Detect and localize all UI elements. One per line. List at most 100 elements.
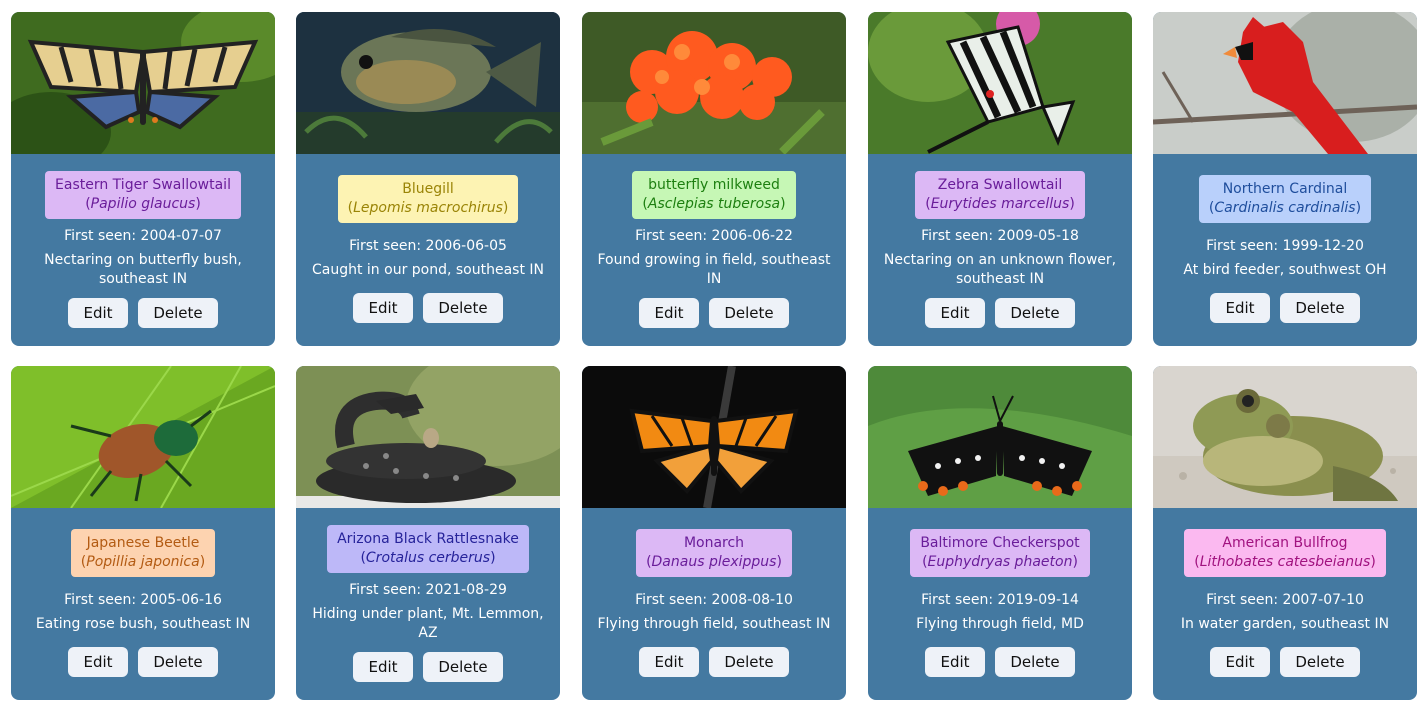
first-seen-label: First seen:: [635, 591, 712, 608]
edit-button[interactable]: Edit: [925, 297, 985, 328]
card-body: Baltimore Checkerspot (Euphydryas phaeto…: [868, 508, 1132, 700]
first-seen: First seen: 2008-08-10: [594, 591, 834, 610]
delete-button[interactable]: Delete: [423, 292, 503, 323]
card-actions: Edit Delete: [68, 646, 218, 677]
delete-button[interactable]: Delete: [423, 651, 503, 682]
scientific-name-text: Papilio glaucus: [90, 195, 196, 212]
scientific-name: (Lithobates catesbeianus): [1194, 554, 1376, 571]
scientific-name-text: Euphydryas phaeton: [927, 554, 1073, 571]
card-actions: Edit Delete: [639, 297, 789, 328]
first-seen-date: 2005-06-16: [140, 591, 222, 608]
species-card-4: Zebra Swallowtail (Eurytides marcellus) …: [868, 12, 1132, 346]
card-body: Monarch (Danaus plexippus) First seen: 2…: [582, 508, 846, 700]
first-seen-date: 2006-06-05: [425, 237, 507, 254]
bullfrog-photo: [1153, 366, 1417, 508]
delete-button[interactable]: Delete: [1280, 292, 1360, 323]
first-seen-label: First seen:: [635, 228, 712, 244]
edit-button[interactable]: Edit: [353, 651, 413, 682]
species-name-label: Zebra Swallowtail (Eurytides marcellus): [915, 170, 1085, 219]
edit-button[interactable]: Edit: [1210, 646, 1270, 677]
edit-button[interactable]: Edit: [639, 297, 699, 328]
edit-button[interactable]: Edit: [639, 646, 699, 677]
card-body: Zebra Swallowtail (Eurytides marcellus) …: [868, 154, 1132, 346]
sighting-note: Caught in our pond, southeast IN: [311, 261, 545, 278]
common-name: Bluegill: [402, 181, 454, 198]
edit-button[interactable]: Edit: [68, 297, 128, 328]
species-card-1: Eastern Tiger Swallowtail (Papilio glauc…: [11, 12, 275, 346]
scientific-name: (Euphydryas phaeton): [922, 554, 1078, 571]
common-name: Eastern Tiger Swallowtail: [55, 176, 231, 193]
card-body: Northern Cardinal (Cardinalis cardinalis…: [1153, 154, 1417, 346]
delete-button[interactable]: Delete: [995, 297, 1075, 328]
rattlesnake-photo: [296, 366, 560, 508]
sighting-info: First seen: 2019-09-14 Flying through fi…: [880, 591, 1120, 634]
delete-button[interactable]: Delete: [995, 646, 1075, 677]
species-name-label: Japanese Beetle (Popillia japonica): [70, 529, 216, 578]
japanese-beetle-photo: [11, 366, 275, 508]
scientific-name: (Danaus plexippus): [646, 554, 782, 571]
edit-button[interactable]: Edit: [925, 646, 985, 677]
delete-button[interactable]: Delete: [709, 646, 789, 677]
sighting-info: First seen: 2004-07-07 Nectaring on butt…: [23, 227, 263, 289]
sighting-note: Hiding under plant, Mt. Lemmon, AZ: [312, 606, 544, 641]
species-name-label: American Bullfrog (Lithobates catesbeian…: [1184, 529, 1386, 578]
card-body: Eastern Tiger Swallowtail (Papilio glauc…: [11, 154, 275, 346]
first-seen: First seen: 2021-08-29: [308, 581, 548, 600]
first-seen: First seen: 2004-07-07: [23, 227, 263, 246]
edit-button[interactable]: Edit: [353, 292, 413, 323]
scientific-name: (Asclepias tuberosa): [642, 195, 786, 212]
common-name: butterfly milkweed: [648, 176, 780, 193]
delete-button[interactable]: Delete: [138, 297, 218, 328]
edit-button[interactable]: Edit: [68, 646, 128, 677]
scientific-name-text: Eurytides marcellus: [930, 195, 1070, 212]
species-card-7: Arizona Black Rattlesnake (Crotalus cerb…: [296, 366, 560, 700]
card-body: Bluegill (Lepomis macrochirus) First see…: [296, 154, 560, 346]
scientific-name: (Lepomis macrochirus): [347, 200, 509, 217]
first-seen-label: First seen:: [1206, 237, 1283, 254]
first-seen-date: 2006-06-22: [711, 228, 793, 244]
first-seen-date: 2004-07-07: [140, 228, 222, 244]
sighting-info: First seen: 1999-12-20 At bird feeder, s…: [1165, 237, 1405, 280]
sighting-info: First seen: 2006-06-22 Found growing in …: [594, 227, 834, 289]
first-seen-date: 1999-12-20: [1282, 237, 1364, 254]
common-name: Arizona Black Rattlesnake: [337, 530, 519, 547]
common-name: Zebra Swallowtail: [937, 176, 1063, 193]
common-name: Baltimore Checkerspot: [920, 535, 1080, 552]
edit-button[interactable]: Edit: [1210, 292, 1270, 323]
delete-button[interactable]: Delete: [1280, 646, 1360, 677]
first-seen: First seen: 2006-06-22: [594, 227, 834, 246]
scientific-name: (Crotalus cerberus): [360, 549, 496, 566]
monarch-photo: [582, 366, 846, 508]
tiger-swallowtail-photo: [11, 12, 275, 154]
zebra-swallowtail-photo: [868, 12, 1132, 154]
card-actions: Edit Delete: [925, 646, 1075, 677]
first-seen-date: 2021-08-29: [425, 582, 507, 598]
card-body: Arizona Black Rattlesnake (Crotalus cerb…: [296, 508, 560, 700]
first-seen-date: 2007-07-10: [1282, 591, 1364, 608]
first-seen-label: First seen:: [921, 228, 998, 244]
scientific-name-text: Crotalus cerberus: [365, 549, 491, 566]
delete-button[interactable]: Delete: [709, 297, 789, 328]
species-name-label: Eastern Tiger Swallowtail (Papilio glauc…: [45, 170, 241, 219]
first-seen-date: 2019-09-14: [997, 591, 1079, 608]
first-seen-date: 2009-05-18: [997, 228, 1079, 244]
species-name-label: butterfly milkweed (Asclepias tuberosa): [632, 170, 796, 219]
first-seen-label: First seen:: [349, 237, 426, 254]
card-body: butterfly milkweed (Asclepias tuberosa) …: [582, 154, 846, 346]
first-seen-date: 2008-08-10: [711, 591, 793, 608]
sighting-note: Nectaring on butterfly bush, southeast I…: [44, 252, 242, 287]
scientific-name: (Papilio glaucus): [85, 195, 201, 212]
card-body: Japanese Beetle (Popillia japonica) Firs…: [11, 508, 275, 700]
first-seen-label: First seen:: [921, 591, 998, 608]
common-name: Northern Cardinal: [1222, 181, 1348, 198]
card-actions: Edit Delete: [353, 651, 503, 682]
sighting-note: Found growing in field, southeast IN: [597, 252, 831, 287]
first-seen: First seen: 2009-05-18: [880, 227, 1120, 246]
sighting-note: Flying through field, southeast IN: [597, 615, 831, 632]
species-card-10: American Bullfrog (Lithobates catesbeian…: [1153, 366, 1417, 700]
delete-button[interactable]: Delete: [138, 646, 218, 677]
card-actions: Edit Delete: [639, 646, 789, 677]
sighting-note: Flying through field, MD: [916, 615, 1084, 632]
sighting-info: First seen: 2008-08-10 Flying through fi…: [594, 591, 834, 634]
